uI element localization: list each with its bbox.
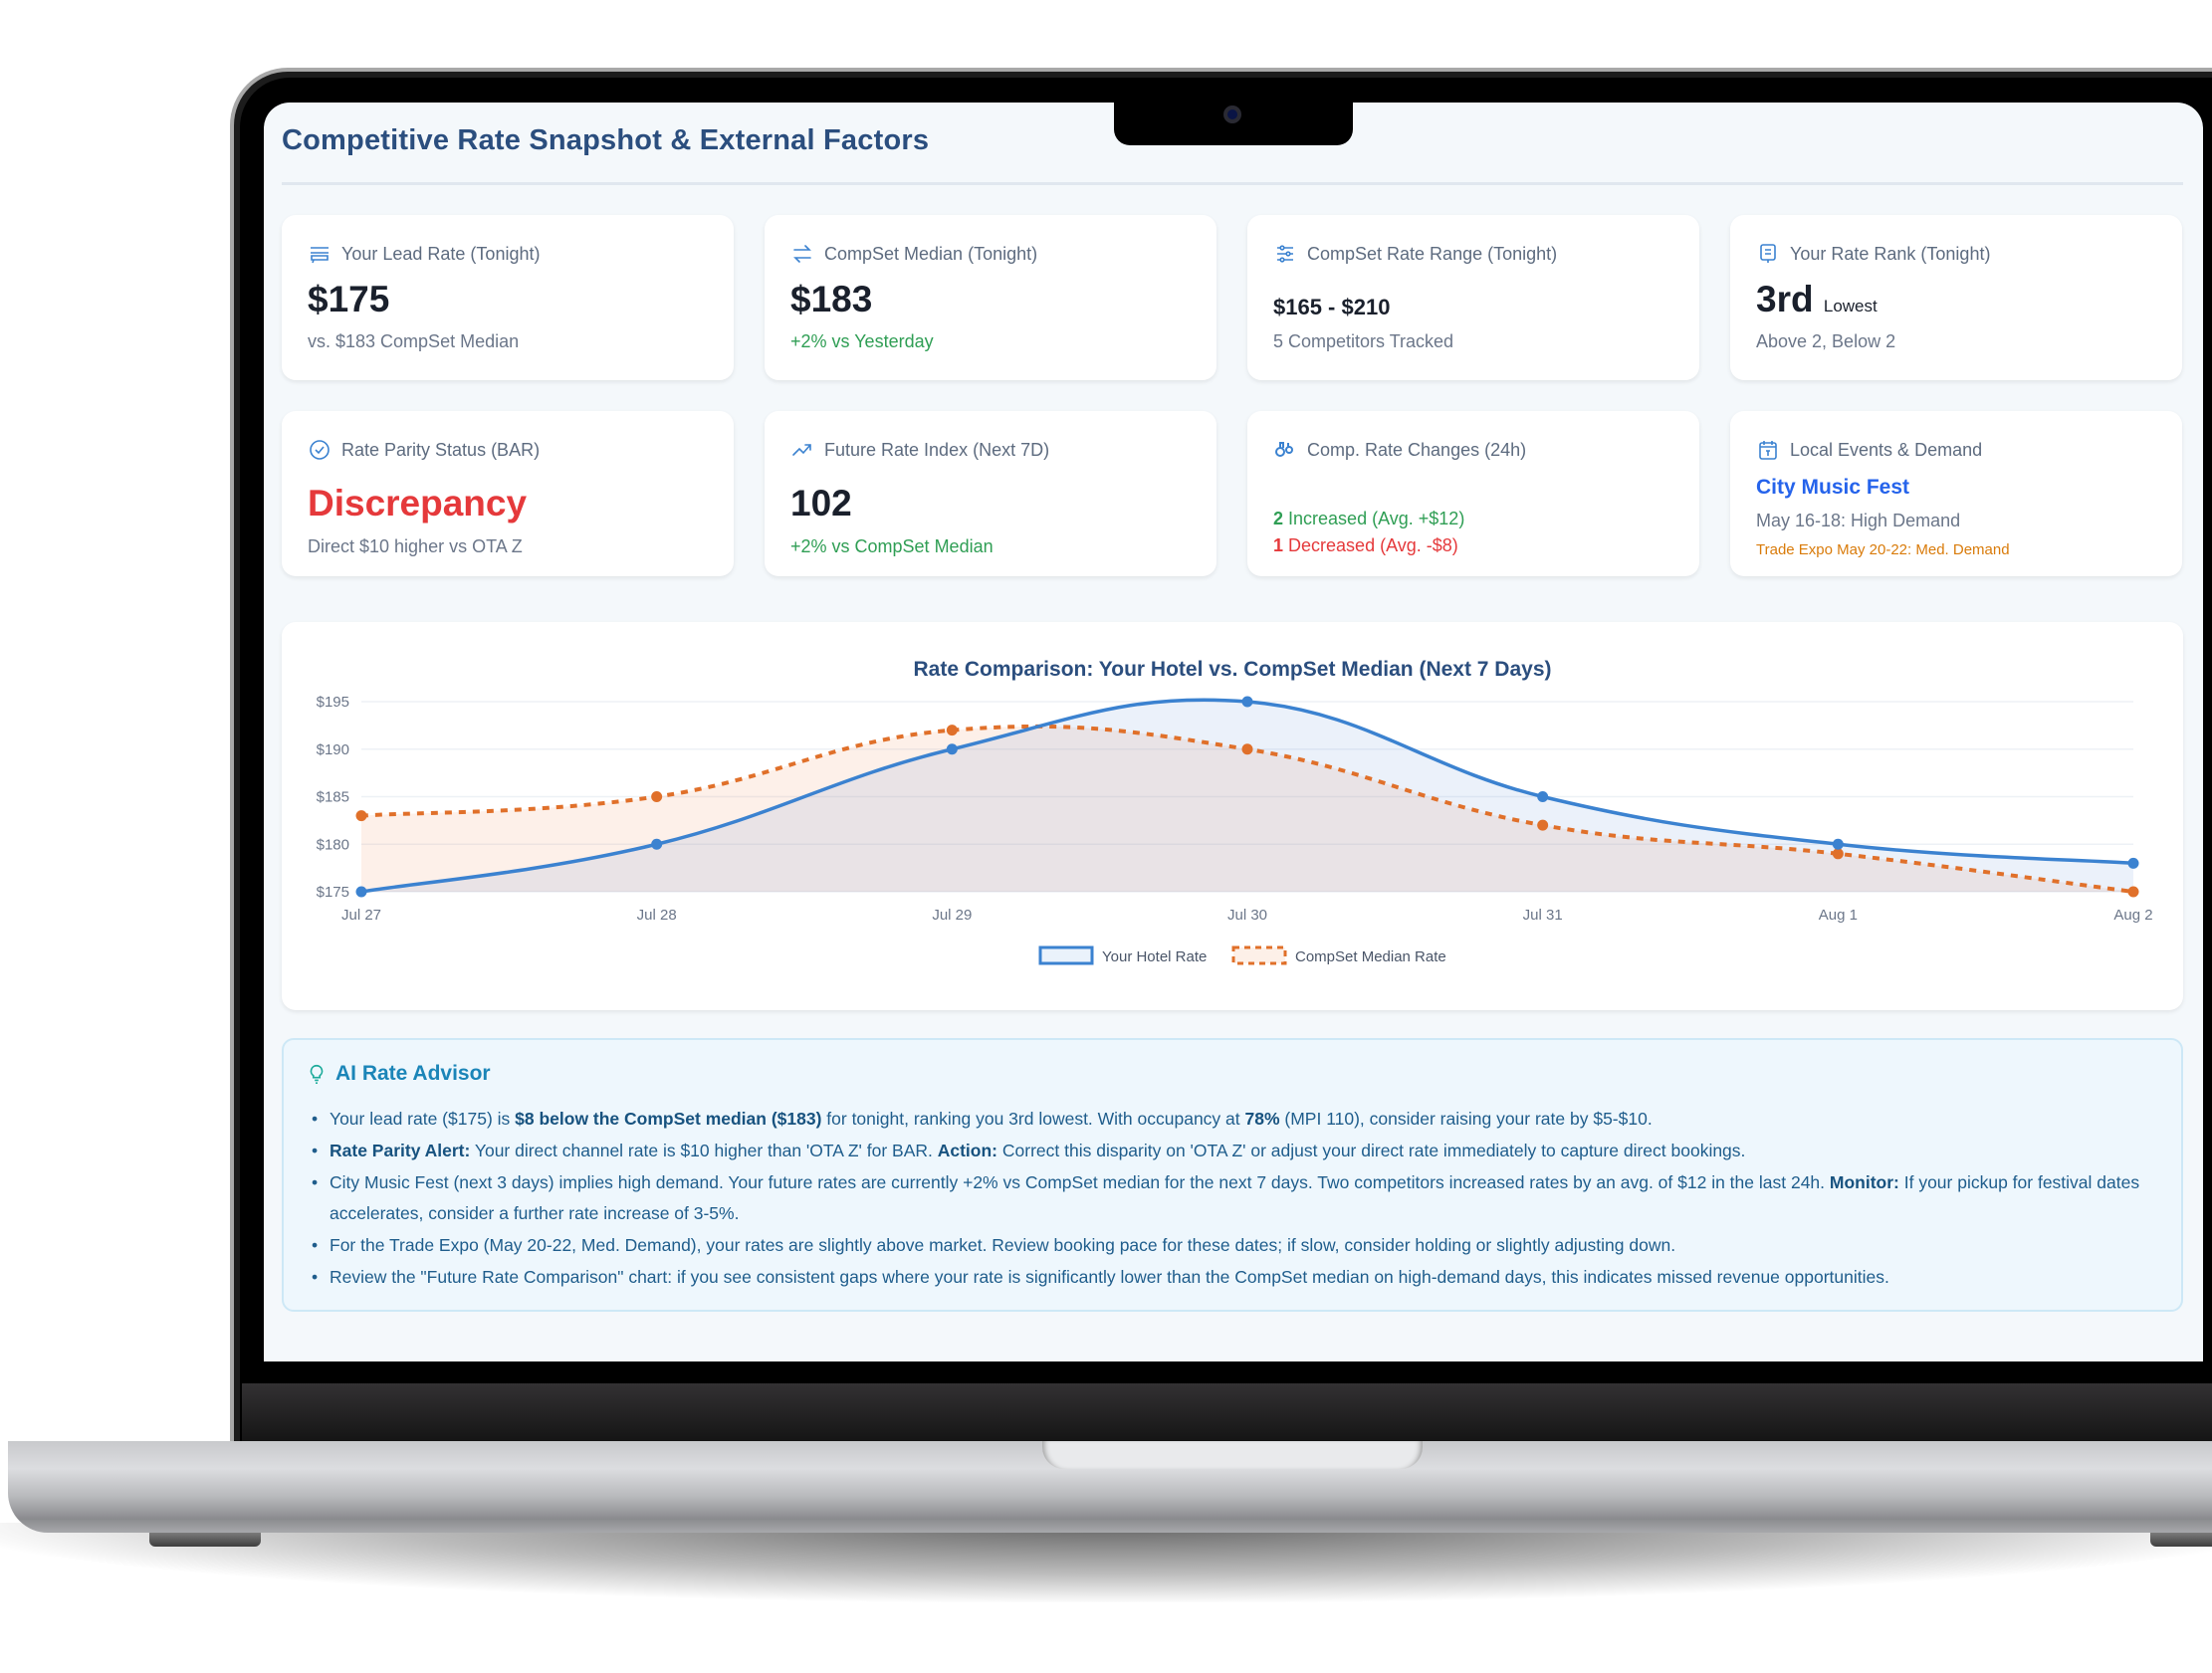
kpi-compset-range: CompSet Rate Range (Tonight) $165 - $210… [1247,215,1699,380]
laptop-foot [149,1533,261,1547]
svg-text:$190: $190 [317,741,349,758]
dashboard-screen: Competitive Rate Snapshot & External Fac… [264,103,2203,1361]
kpi-label: Your Rate Rank (Tonight) [1790,243,1991,264]
kpi-value: 102 [790,483,852,523]
increased-line: 2 Increased (Avg. +$12) [1273,509,1464,529]
kpi-value: 3rd Lowest [1756,279,1878,320]
laptop-chin [242,1383,2212,1443]
decreased-text: Decreased (Avg. -$8) [1288,535,1458,555]
svg-text:$180: $180 [317,836,349,853]
kpi-comp-rate-changes: Comp. Rate Changes (24h) 2 Increased (Av… [1247,411,1699,576]
kpi-rate-parity: Rate Parity Status (BAR) Discrepancy Dir… [282,411,734,576]
advisor-item: Rate Parity Alert: Your direct channel r… [310,1136,2161,1166]
page-title: Competitive Rate Snapshot & External Fac… [282,124,930,156]
svg-text:$195: $195 [317,694,349,711]
increased-text: Increased (Avg. +$12) [1288,509,1465,528]
kpi-rate-rank: Your Rate Rank (Tonight) 3rd Lowest Abov… [1730,215,2182,380]
kpi-change: +2% vs CompSet Median [790,536,994,556]
camera-icon [1223,105,1241,123]
svg-text:CompSet Median Rate: CompSet Median Rate [1295,948,1446,965]
kpi-value: $175 [308,279,390,319]
rate-comparison-chart: Rate Comparison: Your Hotel vs. CompSet … [282,622,2183,1010]
advisor-item: City Music Fest (next 3 days) implies hi… [310,1167,2161,1229]
svg-text:Jul 28: Jul 28 [637,907,677,924]
parity-status: Discrepancy [308,483,528,523]
kpi-value: $183 [790,279,873,319]
svg-text:Aug 1: Aug 1 [1819,907,1858,924]
kpi-local-events: Local Events & Demand City Music Fest Ma… [1730,411,2182,576]
kpi-label: Rate Parity Status (BAR) [341,439,541,460]
increased-count: 2 [1273,509,1284,528]
calendar-icon [1759,441,1777,460]
svg-text:Your Hotel Rate: Your Hotel Rate [1102,948,1207,965]
kpi-label: Future Rate Index (Next 7D) [824,439,1050,460]
decreased-line: 1 Decreased (Avg. -$8) [1273,535,1458,556]
ai-rate-advisor: AI Rate Advisor Your lead rate ($175) is… [282,1038,2183,1312]
kpi-compset-median: CompSet Median (Tonight) $183 +2% vs Yes… [765,215,1217,380]
kpi-label: CompSet Rate Range (Tonight) [1307,243,1558,264]
kpi-value: $165 - $210 [1273,295,1391,319]
laptop-shadow [0,1523,2212,1602]
swap-arrows-icon [793,245,811,263]
event-link[interactable]: City Music Fest [1756,476,1910,499]
kpi-label: Your Lead Rate (Tonight) [341,243,541,264]
sliders-icon [1277,245,1293,263]
svg-text:$175: $175 [317,884,349,901]
binoculars-icon [1275,442,1293,457]
title-divider [282,182,2183,185]
lightbulb-icon [310,1064,324,1084]
kpi-subtext: Direct $10 higher vs OTA Z [308,536,523,556]
kpi-subtext: Above 2, Below 2 [1756,331,1896,351]
chart-title: Rate Comparison: Your Hotel vs. CompSet … [913,658,1552,681]
secondary-event: Trade Expo May 20-22: Med. Demand [1756,541,2010,558]
bed-icon [311,247,329,264]
kpi-label: CompSet Median (Tonight) [824,243,1038,264]
decreased-count: 1 [1273,535,1284,555]
ranking-icon [1760,244,1776,263]
svg-text:Jul 29: Jul 29 [932,907,972,924]
advisor-item: Your lead rate ($175) is $8 below the Co… [310,1104,2161,1135]
kpi-lead-rate: Your Lead Rate (Tonight) $175 vs. $183 C… [282,215,734,380]
rank-value: 3rd [1756,279,1814,319]
event-detail: May 16-18: High Demand [1756,511,1961,530]
kpi-future-rate-index: Future Rate Index (Next 7D) 102 +2% vs C… [765,411,1217,576]
kpi-label: Local Events & Demand [1790,439,1983,460]
advisor-list: Your lead rate ($175) is $8 below the Co… [310,1104,2161,1294]
svg-text:$185: $185 [317,789,349,806]
advisor-title: AI Rate Advisor [335,1062,491,1085]
rank-suffix: Lowest [1823,297,1878,315]
laptop-hinge-notch [1042,1441,1423,1469]
svg-text:Jul 30: Jul 30 [1227,907,1267,924]
kpi-subtext: 5 Competitors Tracked [1273,331,1454,351]
svg-text:Jul 31: Jul 31 [1523,907,1563,924]
kpi-subtext: vs. $183 CompSet Median [308,331,520,351]
trending-up-icon [792,444,811,456]
svg-text:Aug 2: Aug 2 [2113,907,2152,924]
svg-text:Jul 27: Jul 27 [341,907,381,924]
advisor-item: For the Trade Expo (May 20-22, Med. Dema… [310,1230,2161,1261]
check-circle-icon [310,440,330,460]
kpi-change: +2% vs Yesterday [790,331,934,351]
kpi-label: Comp. Rate Changes (24h) [1307,439,1527,460]
chart-plot: $175 $180 $185 $190 $195 Jul 27 Jul 28 Jul 29 Ju… [317,694,2153,965]
laptop-foot [2150,1533,2212,1547]
advisor-item: Review the "Future Rate Comparison" char… [310,1262,2161,1293]
